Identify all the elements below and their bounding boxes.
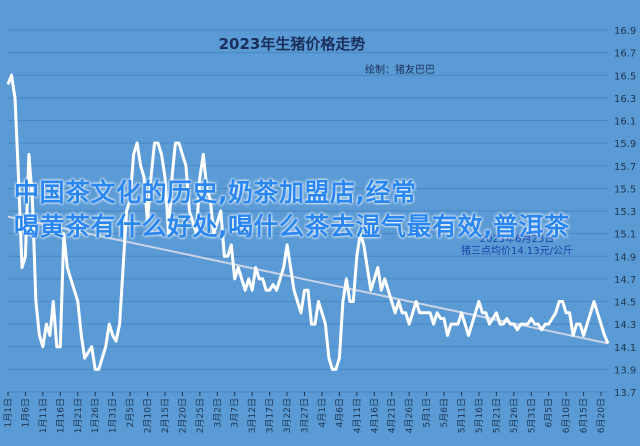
y-tick-label: 16.7 [614, 49, 636, 60]
y-tick-label: 14.5 [614, 298, 636, 309]
x-tick-label: 5月26日 [509, 398, 520, 433]
x-tick-label: 5月21日 [491, 398, 502, 433]
overlay-line-2: 喝黄茶有什么好处,喝什么茶去湿气最有效,普洱茶 [14, 212, 570, 241]
y-tick-label: 15.5 [614, 184, 636, 195]
x-tick-label: 4月26日 [404, 398, 415, 433]
x-tick-label: 3月2日 [212, 398, 223, 427]
x-tick-label: 5月31日 [526, 398, 537, 433]
x-tick-label: 1月26日 [90, 398, 101, 433]
x-tick-label: 5月16日 [474, 398, 485, 433]
y-tick-label: 14.1 [614, 343, 636, 354]
gridlines [7, 29, 608, 396]
x-tick-label: 4月11日 [352, 398, 363, 433]
x-tick-label: 1月11日 [38, 398, 49, 433]
x-tick-label: 4月16日 [369, 398, 380, 433]
x-tick-label: 3月17日 [265, 398, 276, 433]
x-tick-label: 2月20日 [177, 398, 188, 433]
x-tick-label: 3月22日 [282, 398, 293, 433]
y-tick-label: 14.3 [614, 320, 636, 331]
x-tick-label: 4月1日 [317, 398, 328, 427]
x-tick-label: 5月1日 [422, 398, 433, 427]
x-tick-label: 2月25日 [195, 398, 206, 433]
y-tick-label: 14.9 [614, 252, 636, 263]
y-tick-label: 16.3 [614, 94, 636, 105]
y-tick-label: 15.3 [614, 207, 636, 218]
x-tick-label: 6月15日 [579, 398, 590, 433]
x-tick-label: 2月15日 [160, 398, 171, 433]
watermark-overlay: 中国茶文化的历史,奶茶加盟店,经常 喝黄茶有什么好处,喝什么茶去湿气最有效,普洱… [14, 176, 614, 244]
x-tick-label: 3月7日 [230, 398, 241, 427]
x-tick-label: 2月5日 [125, 398, 136, 427]
chart-subtitle: 绘制：猪友巴巴 [365, 63, 435, 76]
annotation-text: 猪三点均价14.13元/公斤 [461, 246, 573, 257]
y-axis-tick-labels: 13.7 13.9 14.1 14.3 14.5 14.7 14.9 15.1 15.3 15.5… [614, 26, 636, 399]
price-annotation: 2023年6月23日 猪三点均价14.13元/公斤 [432, 234, 602, 258]
x-tick-label: 5月11日 [456, 398, 467, 433]
y-tick-label: 16.1 [614, 117, 636, 128]
y-tick-label: 13.9 [614, 365, 636, 376]
x-tick-label: 3月12日 [247, 398, 258, 433]
y-tick-label: 16.9 [614, 26, 636, 37]
chart-title: 2023年生猪价格走势 [219, 35, 366, 53]
annotation-date: 2023年6月23日 [479, 234, 555, 245]
x-tick-label: 1月31日 [108, 398, 119, 433]
y-tick-label: 15.7 [614, 162, 636, 173]
y-tick-label: 15.1 [614, 230, 636, 241]
y-tick-label: 13.7 [614, 388, 636, 399]
x-tick-label: 2月10日 [143, 398, 154, 433]
x-tick-label: 5月6日 [439, 398, 450, 427]
x-tick-label: 1月21日 [73, 398, 84, 433]
x-tick-label: 4月6日 [334, 398, 345, 427]
overlay-line-1: 中国茶文化的历史,奶茶加盟店,经常 [14, 178, 417, 207]
y-tick-label: 16.5 [614, 71, 636, 82]
x-tick-label: 6月5日 [544, 398, 555, 427]
x-tick-label: 6月20日 [596, 398, 607, 433]
x-tick-label: 4月21日 [387, 398, 398, 433]
x-tick-label: 1月1日 [3, 398, 14, 427]
price-series-line [6, 73, 610, 371]
x-axis-tick-labels: 1月1日 1月6日 1月11日 1月16日 1月21日 1月26日 1月31日 2月5日 2月1… [3, 398, 607, 433]
y-tick-label: 14.7 [614, 275, 636, 286]
x-tick-label: 6月10日 [561, 398, 572, 433]
x-tick-label: 1月16日 [55, 398, 66, 433]
y-tick-label: 15.9 [614, 139, 636, 150]
x-tick-label: 3月27日 [300, 398, 311, 433]
x-tick-label: 1月6日 [20, 398, 31, 427]
